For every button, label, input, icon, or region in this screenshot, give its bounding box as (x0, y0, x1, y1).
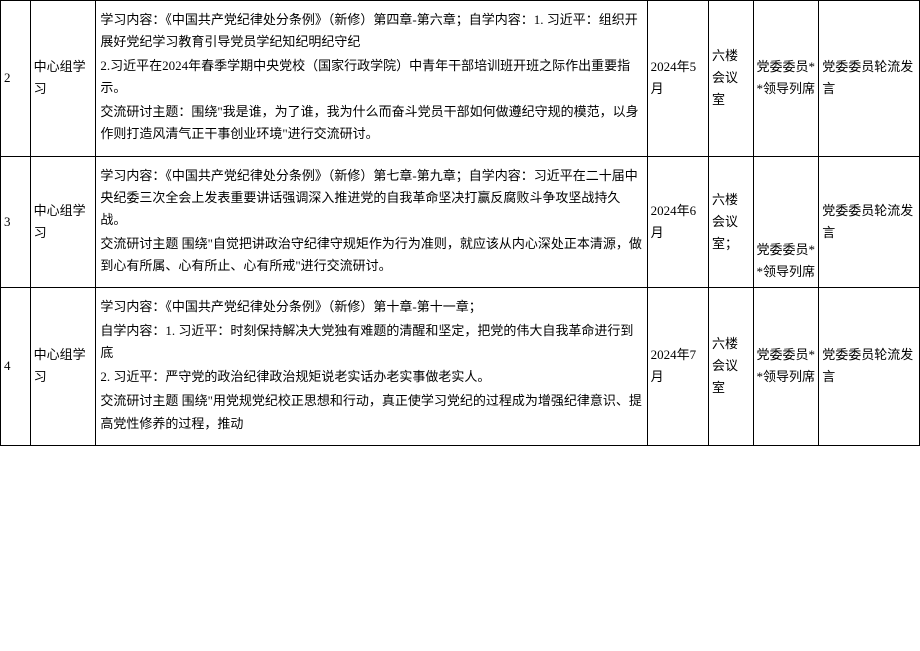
table-row: 3中心组学习学习内容：《中国共产党纪律处分条例》（新修）第七章-第九章；自学内容… (1, 156, 920, 287)
content-line: 2. 习近平：严守党的政治纪律政治规矩说老实话办老实事做老实人。 (100, 366, 642, 388)
row-number: 3 (1, 156, 31, 287)
row-number: 2 (1, 1, 31, 157)
content-line: 交流研讨主题 围绕"用党规党纪校正思想和行动，真正使学习党纪的过程成为增强纪律意… (100, 390, 642, 434)
content-line: 2.习近平在2024年春季学期中央党校（国家行政学院）中青年干部培训班开班之际作… (100, 55, 642, 99)
study-content: 学习内容：《中国共产党纪律处分条例》（新修）第四章-第六章；自学内容：1. 习近… (96, 1, 647, 157)
leader-attend: 党委委员**领导列席 (753, 288, 819, 446)
study-type: 中心组学习 (30, 156, 96, 287)
leader-attend: 党委委员**领导列席 (753, 1, 819, 157)
meeting-room: 六楼会议室； (709, 156, 754, 287)
content-line: 学习内容：《中国共产党纪律处分条例》（新修）第十章-第十一章； (100, 296, 642, 318)
content-line: 学习内容：《中国共产党纪律处分条例》（新修）第七章-第九章；自学内容：习近平在二… (100, 165, 642, 231)
meeting-room: 六楼会议室 (709, 288, 754, 446)
study-type: 中心组学习 (30, 288, 96, 446)
study-content: 学习内容：《中国共产党纪律处分条例》（新修）第七章-第九章；自学内容：习近平在二… (96, 156, 647, 287)
speaker-rotation: 党委委员轮流发言 (819, 156, 920, 287)
content-line: 交流研讨主题 围绕"自觉把讲政治守纪律守规矩作为行为准则，就应该从内心深处正本清… (100, 233, 642, 277)
study-plan-table: 2中心组学习学习内容：《中国共产党纪律处分条例》（新修）第四章-第六章；自学内容… (0, 0, 920, 446)
meeting-room: 六楼会议室 (709, 1, 754, 157)
study-date: 2024年6月 (647, 156, 708, 287)
content-line: 学习内容：《中国共产党纪律处分条例》（新修）第四章-第六章；自学内容：1. 习近… (100, 9, 642, 53)
speaker-rotation: 党委委员轮流发言 (819, 1, 920, 157)
table-row: 2中心组学习学习内容：《中国共产党纪律处分条例》（新修）第四章-第六章；自学内容… (1, 1, 920, 157)
content-line: 自学内容：1. 习近平：时刻保持解决大党独有难题的清醒和坚定，把党的伟大自我革命… (100, 320, 642, 364)
study-type: 中心组学习 (30, 1, 96, 157)
table-row: 4中心组学习学习内容：《中国共产党纪律处分条例》（新修）第十章-第十一章；自学内… (1, 288, 920, 446)
speaker-rotation: 党委委员轮流发言 (819, 288, 920, 446)
study-date: 2024年7月 (647, 288, 708, 446)
leader-attend: 党委委员**领导列席 (753, 156, 819, 287)
study-content: 学习内容：《中国共产党纪律处分条例》（新修）第十章-第十一章；自学内容：1. 习… (96, 288, 647, 446)
content-line: 交流研讨主题：围绕"我是谁，为了谁，我为什么而奋斗党员干部如何做遵纪守规的模范，… (100, 101, 642, 145)
row-number: 4 (1, 288, 31, 446)
study-date: 2024年5月 (647, 1, 708, 157)
